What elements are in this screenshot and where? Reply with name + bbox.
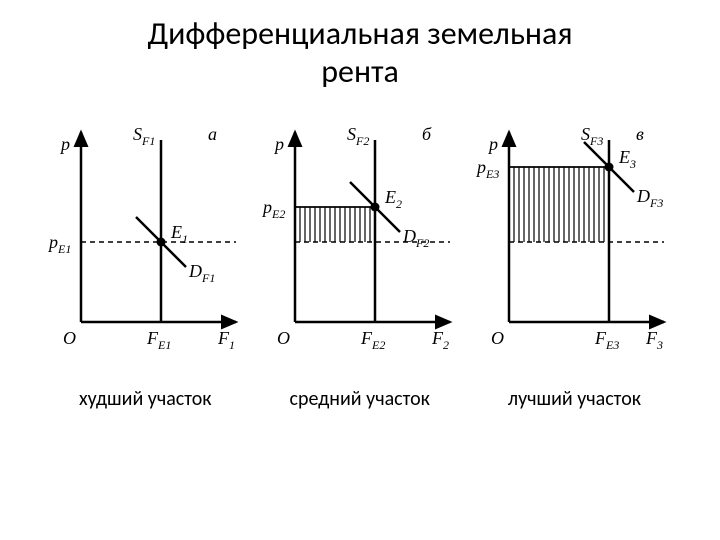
svg-text:O: O — [277, 328, 290, 348]
charts-row: pSF1aE1DF1pE1OFE1F1pSF2бE2DF2pE2OFE2F2pS… — [0, 112, 720, 362]
svg-text:E2: E2 — [384, 187, 402, 211]
caption-2: лучший участок — [508, 387, 641, 411]
svg-text:DF3: DF3 — [636, 186, 663, 210]
svg-text:DF2: DF2 — [402, 226, 429, 250]
svg-text:p: p — [59, 134, 70, 154]
caption-0: худший участок — [79, 387, 212, 411]
svg-text:pE3: pE3 — [475, 157, 499, 181]
svg-text:F2: F2 — [431, 328, 449, 352]
svg-text:p: p — [487, 134, 498, 154]
svg-text:E3: E3 — [618, 147, 636, 171]
svg-text:pE2: pE2 — [261, 197, 285, 221]
svg-text:FE3: FE3 — [594, 328, 619, 352]
svg-text:p: p — [273, 134, 284, 154]
svg-text:в: в — [636, 124, 644, 144]
chart-panel-1: p SF2 б E2DF2 pE2 O FE2 F2 — [255, 112, 465, 362]
svg-text:a: a — [208, 124, 217, 144]
svg-text:SF1: SF1 — [133, 124, 155, 148]
svg-text:FE1: FE1 — [146, 328, 171, 352]
svg-text:O: O — [63, 328, 76, 348]
svg-text:SF3: SF3 — [581, 124, 603, 148]
svg-text:SF2: SF2 — [347, 124, 369, 148]
captions-row: худший участок средний участок лучший учас… — [0, 387, 720, 411]
chart-panel-2: p SF3 вE3DF3 pE3 O FE3 F3 — [469, 112, 679, 362]
svg-text:pE1: pE1 — [47, 232, 71, 256]
caption-1: средний участок — [290, 387, 430, 411]
chart-panel-0: pSF1aE1DF1pE1OFE1F1 — [41, 112, 251, 362]
svg-text:FE2: FE2 — [360, 328, 385, 352]
svg-text:DF1: DF1 — [188, 261, 215, 285]
svg-text:O: O — [491, 328, 504, 348]
slide-title: Дифференциальная земельная рента — [0, 0, 720, 92]
title-line-1: Дифференциальная земельная — [147, 14, 572, 53]
svg-text:F1: F1 — [217, 328, 235, 352]
svg-text:б: б — [422, 124, 432, 144]
svg-text:F3: F3 — [645, 328, 663, 352]
title-line-2: рента — [321, 52, 399, 91]
